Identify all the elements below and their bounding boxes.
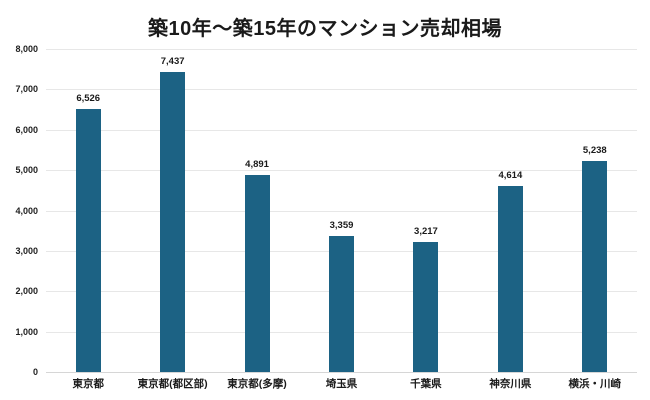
x-axis-baseline bbox=[46, 372, 637, 373]
gridline bbox=[46, 210, 637, 212]
y-axis-tick-label: 5,000 bbox=[15, 165, 38, 176]
bar-value-label: 5,238 bbox=[582, 145, 607, 156]
y-axis-tick-label: 4,000 bbox=[15, 205, 38, 216]
bar bbox=[329, 236, 354, 372]
bar-value-label: 3,217 bbox=[414, 226, 438, 237]
y-axis-tick-label: 2,000 bbox=[15, 286, 38, 297]
x-axis-category-label: 東京都(都区部) bbox=[137, 378, 208, 390]
bar-value-label: 3,359 bbox=[329, 220, 354, 231]
gridline bbox=[46, 49, 637, 50]
bar bbox=[75, 109, 101, 372]
y-axis-tick-label: 3,000 bbox=[15, 245, 38, 256]
gridline bbox=[46, 89, 637, 91]
bar-value-label: 7,437 bbox=[160, 56, 185, 67]
bar bbox=[160, 72, 186, 372]
x-axis-category-label: 東京都 bbox=[72, 378, 104, 390]
y-axis-tick-label: 1,000 bbox=[15, 326, 38, 337]
x-axis-category-label: 横浜・川崎 bbox=[568, 378, 622, 390]
x-axis-category-label: 千葉県 bbox=[410, 378, 442, 390]
gridline bbox=[46, 129, 637, 131]
bar bbox=[497, 186, 523, 372]
bar bbox=[413, 242, 439, 372]
bar-value-label: 4,614 bbox=[498, 170, 523, 181]
y-axis-tick-label: 0 bbox=[32, 367, 38, 377]
x-axis-category-label: 神奈川県 bbox=[489, 378, 532, 390]
chart-title: 築10年〜築15年のマンション売却相場 bbox=[148, 18, 502, 40]
x-axis-category-label: 埼玉県 bbox=[325, 378, 358, 390]
bar-value-label: 4,891 bbox=[245, 159, 269, 170]
bar bbox=[244, 175, 270, 372]
y-axis-tick-label: 6,000 bbox=[15, 124, 38, 135]
y-axis-tick-label: 7,000 bbox=[15, 84, 38, 95]
y-axis-tick-label: 8,000 bbox=[15, 44, 38, 54]
gridline bbox=[46, 170, 637, 172]
bar bbox=[582, 161, 608, 372]
bar-value-label: 6,526 bbox=[76, 93, 101, 104]
x-axis-category-label: 東京都(多摩) bbox=[227, 378, 287, 390]
